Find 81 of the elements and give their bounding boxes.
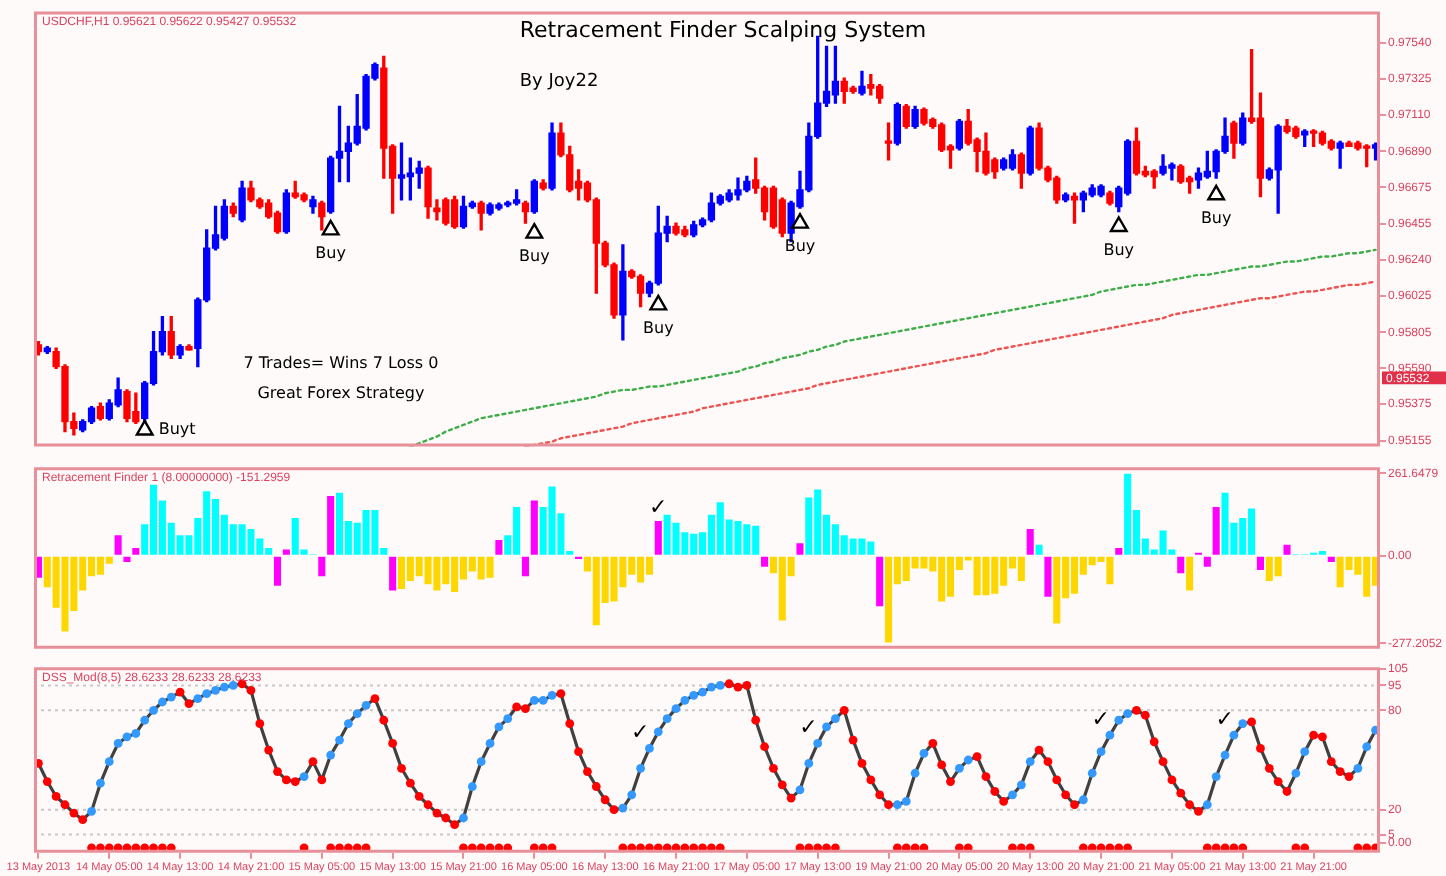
bar [946, 556, 955, 597]
bar [521, 556, 530, 577]
bar [610, 556, 618, 602]
bar [761, 556, 769, 567]
bar [672, 522, 680, 555]
bar [876, 556, 884, 607]
data-label: Buy [643, 319, 675, 338]
bar [858, 538, 866, 555]
data-label: Buy [315, 243, 347, 262]
bar [61, 556, 69, 632]
bar [132, 547, 140, 555]
bar [1044, 556, 1052, 597]
bar [433, 556, 441, 591]
data-label: Buy [1103, 240, 1135, 259]
bar [335, 492, 344, 555]
bar [645, 556, 653, 575]
bar [654, 521, 662, 555]
point [1207, 184, 1226, 201]
point [649, 294, 668, 311]
bar [1115, 547, 1123, 555]
bar [1327, 556, 1335, 563]
bar [114, 535, 122, 555]
bar [362, 510, 370, 555]
candlestick [1336, 140, 1344, 169]
data-label: Buy [784, 237, 816, 256]
bar [247, 528, 255, 555]
text: By Joy22 [519, 72, 599, 93]
bar [982, 556, 990, 596]
bar [1283, 544, 1291, 555]
bar [1124, 473, 1132, 555]
data-label: Buy [1200, 208, 1232, 227]
data-label: ✓ [649, 493, 668, 520]
bar [734, 521, 742, 555]
bar [1035, 544, 1043, 555]
bar [211, 499, 220, 555]
point [135, 419, 154, 436]
bar [1186, 556, 1194, 591]
bar [796, 543, 804, 555]
point [321, 219, 340, 236]
bar [1256, 556, 1264, 570]
bar [530, 500, 538, 555]
bar [486, 556, 494, 578]
bar [1203, 556, 1211, 567]
bar [1053, 556, 1061, 624]
point [790, 212, 809, 229]
point [525, 222, 544, 239]
bar [371, 510, 379, 555]
bar [805, 497, 813, 555]
bar [1212, 506, 1220, 555]
bar [273, 556, 282, 586]
bar [973, 556, 981, 596]
chart-title: Retracement Finder Scalping System [519, 17, 927, 44]
bar [1070, 556, 1079, 594]
bar [238, 524, 246, 555]
bar [1017, 556, 1025, 582]
bar [123, 556, 131, 563]
bar [282, 549, 290, 555]
bar [548, 486, 556, 555]
annotation: 7 Trades= Wins 7 Loss 0 [243, 354, 439, 373]
bar [424, 556, 432, 585]
bar [318, 556, 326, 577]
bar [884, 556, 893, 643]
data-label: ✓ [1091, 705, 1110, 732]
bar [1026, 528, 1034, 555]
data-label: ✓ [799, 714, 818, 741]
bar [397, 556, 406, 589]
bar [1221, 492, 1229, 555]
point [1109, 216, 1128, 233]
data-label: ✓ [1215, 705, 1234, 732]
bar [1159, 530, 1167, 555]
bar [1106, 556, 1114, 585]
bar [389, 556, 397, 591]
data-label: Buy [519, 247, 551, 266]
data-label: Buyt [158, 420, 196, 439]
bar [495, 540, 503, 555]
bar [1177, 556, 1185, 574]
annotation: Great Forex Strategy [257, 383, 425, 402]
bar [1274, 556, 1282, 577]
data-label: ✓ [631, 719, 650, 746]
bar [920, 556, 928, 569]
bar [327, 495, 335, 555]
